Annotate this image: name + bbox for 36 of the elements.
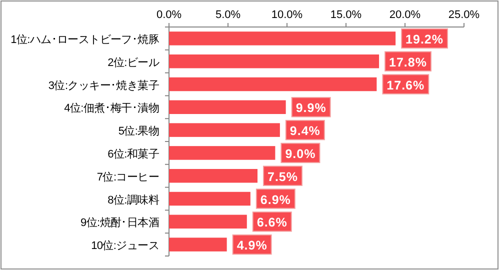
data-label: 17.6% [386, 78, 425, 92]
data-label: 7.5% [268, 170, 298, 184]
bar [169, 32, 396, 46]
data-label: 6.6% [256, 216, 288, 230]
y-tick-label: 10位:ジュース [91, 240, 159, 252]
data-label: 6.9% [260, 192, 291, 207]
bar [169, 238, 227, 252]
x-tick-label: 0.0% [156, 9, 182, 21]
data-label: 17.8% [389, 55, 427, 70]
y-tick-label: 2位:ビール [108, 56, 160, 69]
bar [169, 77, 377, 92]
y-tick-label: 6位:和菓子 [108, 147, 160, 160]
y-tick-label: 5位:果物 [118, 126, 160, 138]
y-tick-label: 4位:佃煮･梅干･漬物 [64, 102, 160, 115]
y-tick-label: 3位:クッキー･焼き菓子 [48, 78, 160, 92]
y-tick-label: 1位:ハム･ローストビーフ･焼豚 [10, 34, 160, 46]
data-label: 9.0% [285, 146, 316, 161]
bar [169, 100, 286, 114]
data-label: 9.4% [290, 124, 320, 138]
data-label: 4.9% [236, 238, 268, 253]
x-tick-label: 25.0% [448, 9, 480, 21]
bar [169, 214, 247, 229]
bar [169, 123, 280, 137]
y-tick-label: 7位:コーヒー [96, 171, 160, 184]
x-tick-label: 15.0% [330, 9, 362, 21]
y-tick-label: 8位:調味料 [108, 193, 160, 206]
y-tick-label: 9位:焼酎･日本酒 [80, 216, 160, 230]
bar [169, 192, 250, 206]
x-tick-label: 5.0% [215, 9, 241, 21]
data-label: 9.9% [296, 101, 326, 116]
bar [169, 54, 380, 68]
x-tick-label: 10.0% [271, 9, 303, 21]
bar [169, 146, 276, 160]
bar [169, 168, 258, 183]
data-label: 19.2% [406, 32, 444, 46]
x-tick-label: 20.0% [389, 9, 421, 21]
